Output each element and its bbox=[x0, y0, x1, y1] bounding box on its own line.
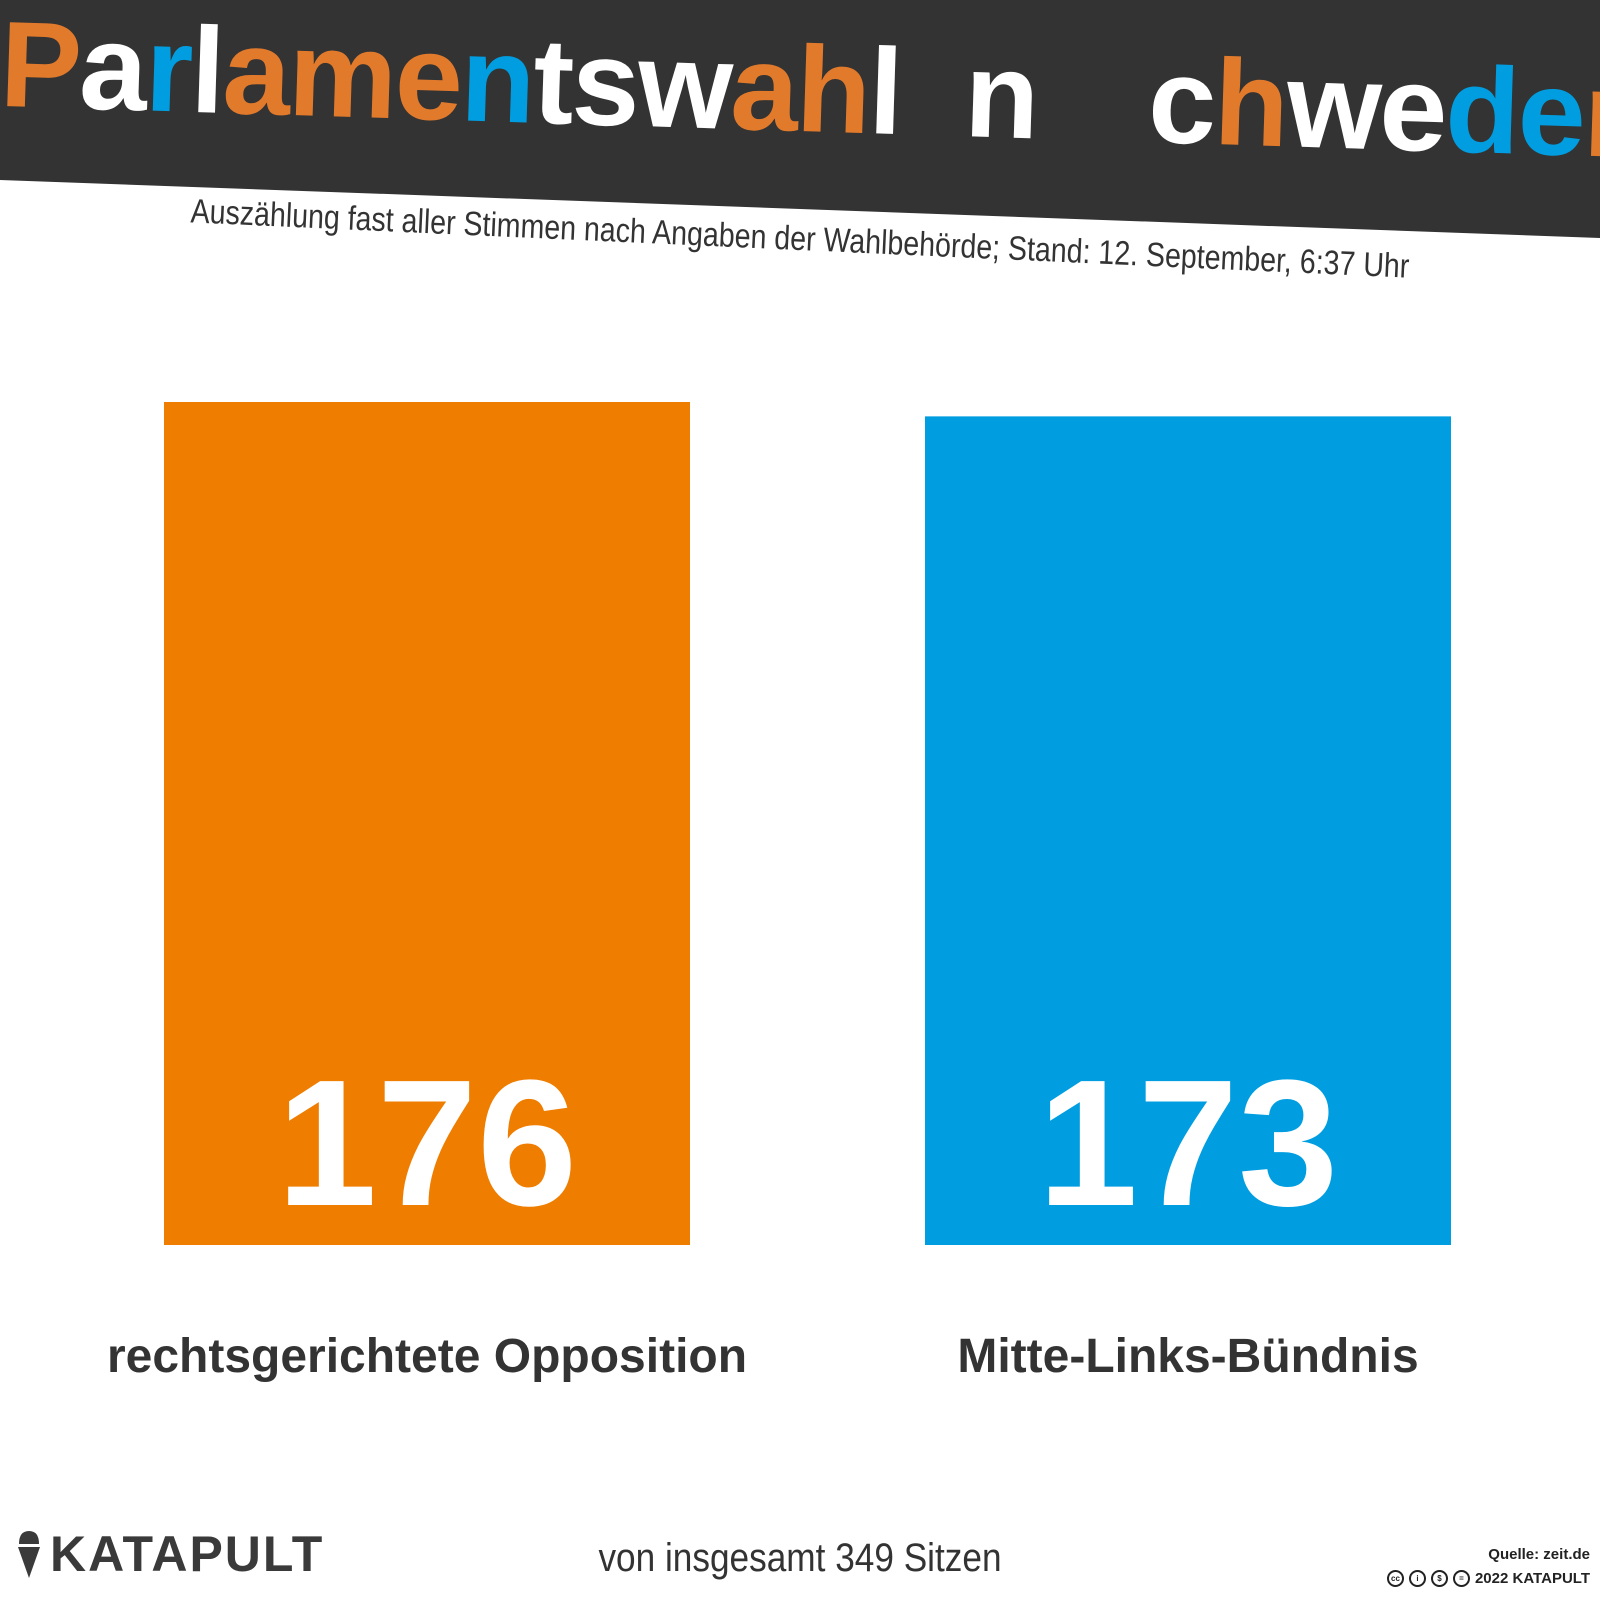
bar-2 bbox=[925, 416, 1451, 1245]
nd-icon: = bbox=[1452, 1570, 1470, 1587]
bar-value-label: 176 bbox=[277, 1043, 577, 1244]
source-credit: Quelle: zeit.de bbox=[1488, 1546, 1590, 1563]
bar-chart: 176 rechtsgerichtete Opposition 173 Mitte-L… bbox=[107, 402, 1451, 1383]
category-label: Mitte-Links-Bündnis bbox=[957, 1330, 1418, 1383]
header-band bbox=[0, 0, 1600, 238]
cc-icon: cc bbox=[1386, 1570, 1404, 1587]
license-row: cc i $ = 2022 KATAPULT bbox=[1386, 1570, 1590, 1587]
ice-cream-cone-icon bbox=[18, 1531, 40, 1578]
category-label: rechtsgerichtete Opposition bbox=[107, 1330, 747, 1383]
nc-icon: $ bbox=[1430, 1570, 1448, 1587]
copyright-text: 2022 KATAPULT bbox=[1474, 1570, 1590, 1587]
by-icon: i bbox=[1408, 1570, 1426, 1587]
logo-text: KATAPULT bbox=[50, 1526, 325, 1582]
katapult-logo: KATAPULT bbox=[14, 1526, 324, 1582]
bar-1 bbox=[164, 402, 690, 1245]
bar-value-label: 173 bbox=[1038, 1043, 1338, 1244]
total-seats-note: von insgesamt 349 Sitzen bbox=[598, 1536, 1002, 1580]
